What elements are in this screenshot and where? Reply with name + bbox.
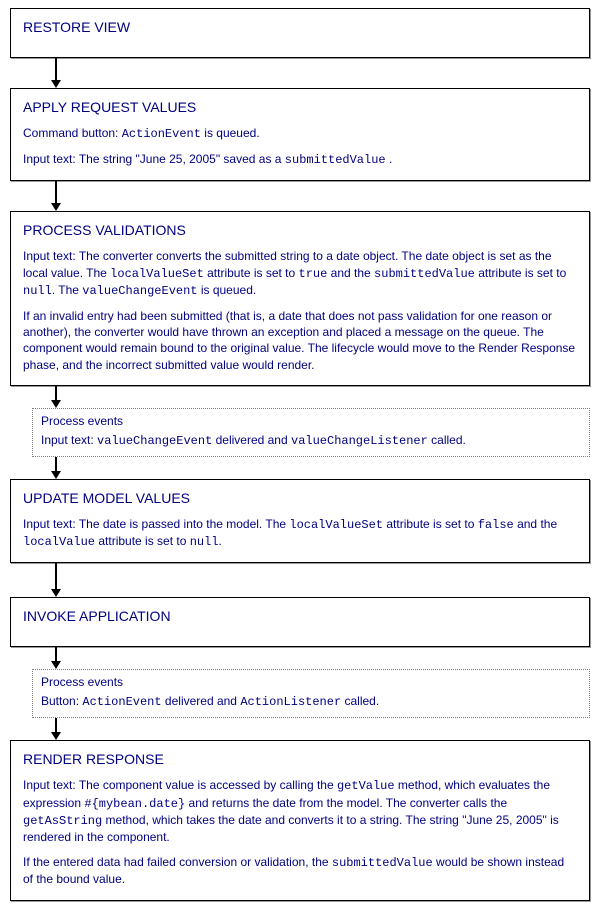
update-model-p: Input text: The date is passed into the … [23,516,577,550]
restore-view-node: RESTORE VIEW [10,8,590,58]
apply-request-p1: Command button: ActionEvent is queued. [23,125,577,142]
process-events-1-p: Input text: valueChangeEvent delivered a… [41,432,581,449]
render-response-node: RENDER RESPONSE Input text: The componen… [10,740,590,900]
apply-request-title: APPLY REQUEST VALUES [23,99,577,115]
update-model-title: UPDATE MODEL VALUES [23,490,577,506]
arrow-6 [10,647,590,669]
render-response-title: RENDER RESPONSE [23,751,577,767]
process-events-2-title: Process events [41,675,581,689]
apply-request-p2: Input text: The string "June 25, 2005" s… [23,151,577,168]
process-events-1-title: Process events [41,414,581,428]
process-events-2-node: Process events Button: ActionEvent deliv… [32,669,590,718]
render-response-p2: If the entered data had failed conversio… [23,854,577,887]
invoke-app-title: INVOKE APPLICATION [23,608,577,624]
render-response-p1: Input text: The component value is acces… [23,777,577,845]
restore-view-title: RESTORE VIEW [23,19,577,35]
arrow-4 [10,457,590,479]
arrow-7 [10,718,590,740]
process-validations-p2: If an invalid entry had been submitted (… [23,308,577,373]
process-events-1-node: Process events Input text: valueChangeEv… [32,408,590,457]
invoke-app-node: INVOKE APPLICATION [10,597,590,647]
process-validations-node: PROCESS VALIDATIONS Input text: The conv… [10,211,590,385]
process-validations-title: PROCESS VALIDATIONS [23,222,577,238]
update-model-node: UPDATE MODEL VALUES Input text: The date… [10,479,590,563]
arrow-3 [10,386,590,408]
arrow-1 [10,58,590,88]
apply-request-node: APPLY REQUEST VALUES Command button: Act… [10,88,590,181]
process-validations-p1: Input text: The converter converts the s… [23,248,577,299]
arrow-2 [10,181,590,211]
process-events-2-p: Button: ActionEvent delivered and Action… [41,693,581,710]
arrow-5 [10,563,590,597]
